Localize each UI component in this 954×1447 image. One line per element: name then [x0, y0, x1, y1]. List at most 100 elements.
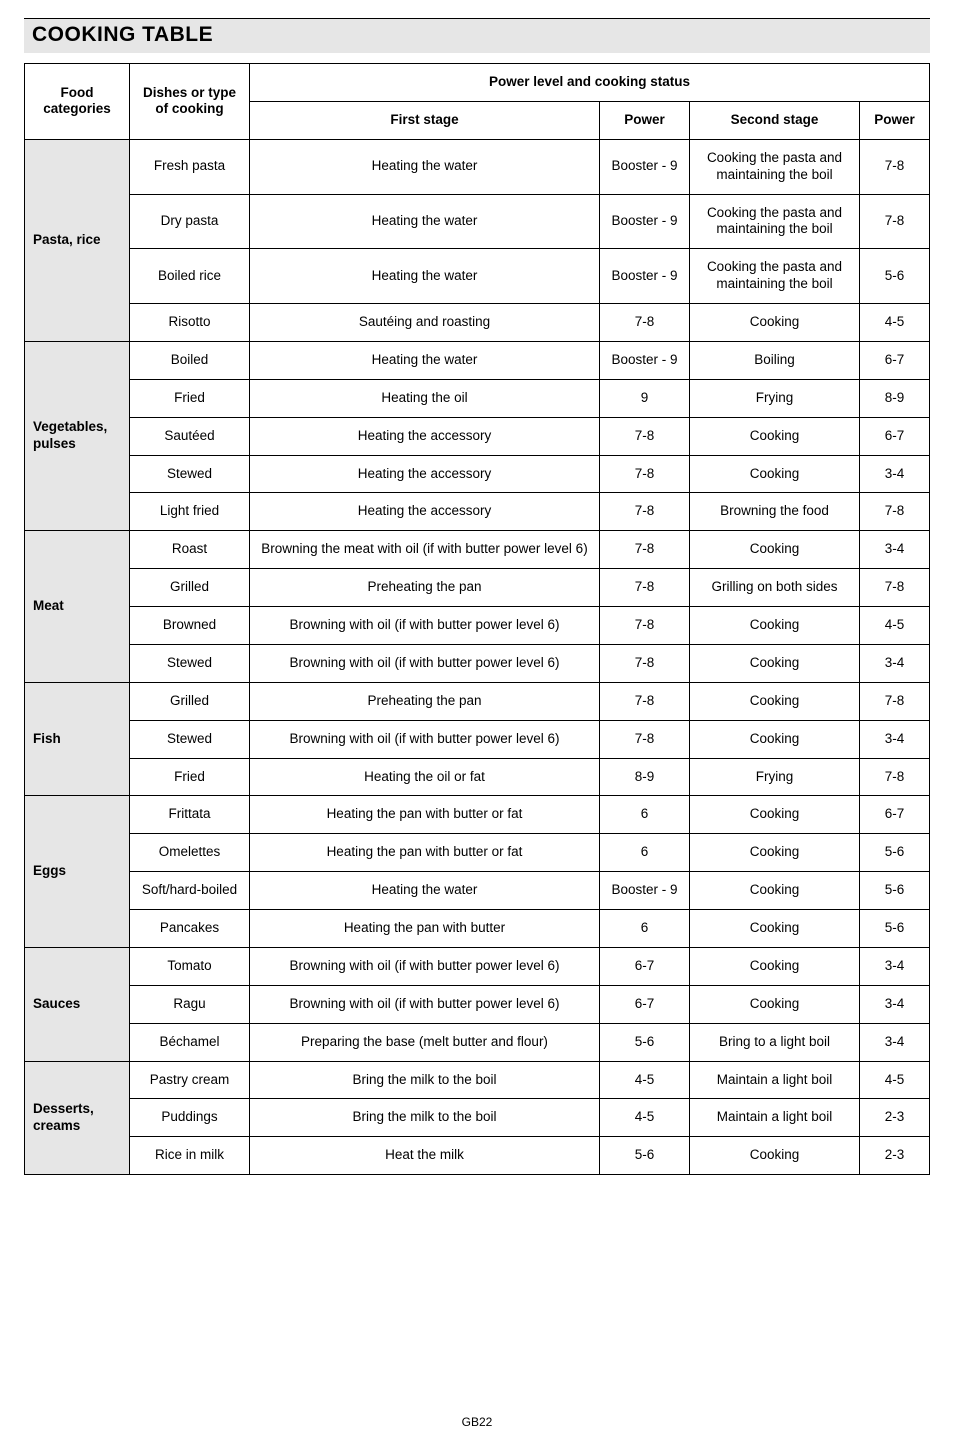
- second-stage-cell: Boiling: [690, 341, 860, 379]
- power1-cell: 4-5: [600, 1061, 690, 1099]
- first-stage-cell: Browning the meat with oil (if with butt…: [250, 531, 600, 569]
- power2-cell: 5-6: [860, 872, 930, 910]
- first-stage-cell: Heating the oil or fat: [250, 758, 600, 796]
- dish-cell: Roast: [130, 531, 250, 569]
- page-title: COOKING TABLE: [32, 23, 922, 47]
- dish-cell: Stewed: [130, 455, 250, 493]
- category-cell: Desserts, creams: [25, 1061, 130, 1175]
- second-stage-cell: Browning the food: [690, 493, 860, 531]
- second-stage-cell: Bring to a light boil: [690, 1023, 860, 1061]
- power2-cell: 7-8: [860, 569, 930, 607]
- table-row: OmelettesHeating the pan with butter or …: [25, 834, 930, 872]
- table-row: FriedHeating the oil9Frying8-9: [25, 379, 930, 417]
- power1-cell: 6-7: [600, 985, 690, 1023]
- first-stage-cell: Browning with oil (if with butter power …: [250, 985, 600, 1023]
- power2-cell: 2-3: [860, 1099, 930, 1137]
- first-stage-cell: Browning with oil (if with butter power …: [250, 644, 600, 682]
- power1-cell: 7-8: [600, 531, 690, 569]
- second-stage-cell: Cooking the pasta and maintaining the bo…: [690, 249, 860, 304]
- dish-cell: Frittata: [130, 796, 250, 834]
- category-cell: Fish: [25, 682, 130, 796]
- power2-cell: 7-8: [860, 139, 930, 194]
- dish-cell: Grilled: [130, 682, 250, 720]
- dish-cell: Boiled: [130, 341, 250, 379]
- power1-cell: 7-8: [600, 493, 690, 531]
- power1-cell: 7-8: [600, 720, 690, 758]
- power2-cell: 7-8: [860, 682, 930, 720]
- dish-cell: Stewed: [130, 644, 250, 682]
- second-stage-cell: Cooking: [690, 1137, 860, 1175]
- dish-cell: Rice in milk: [130, 1137, 250, 1175]
- power1-cell: 6: [600, 910, 690, 948]
- second-stage-cell: Cooking: [690, 910, 860, 948]
- first-stage-cell: Heating the water: [250, 139, 600, 194]
- second-stage-cell: Cooking: [690, 644, 860, 682]
- table-row: PancakesHeating the pan with butter6Cook…: [25, 910, 930, 948]
- first-stage-cell: Preheating the pan: [250, 569, 600, 607]
- table-row: FishGrilledPreheating the pan7-8Cooking7…: [25, 682, 930, 720]
- table-body: Pasta, riceFresh pastaHeating the waterB…: [25, 139, 930, 1174]
- first-stage-cell: Heating the water: [250, 194, 600, 249]
- first-stage-cell: Heating the accessory: [250, 493, 600, 531]
- power1-cell: 6-7: [600, 947, 690, 985]
- first-stage-cell: Heating the accessory: [250, 455, 600, 493]
- second-stage-cell: Cooking: [690, 304, 860, 342]
- first-stage-cell: Browning with oil (if with butter power …: [250, 947, 600, 985]
- table-row: Rice in milkHeat the milk5-6Cooking2-3: [25, 1137, 930, 1175]
- title-bar: COOKING TABLE: [24, 18, 930, 53]
- table-header: Food categories Dishes or type of cookin…: [25, 64, 930, 140]
- table-row: RaguBrowning with oil (if with butter po…: [25, 985, 930, 1023]
- table-row: StewedBrowning with oil (if with butter …: [25, 644, 930, 682]
- dish-cell: Boiled rice: [130, 249, 250, 304]
- dish-cell: Browned: [130, 607, 250, 645]
- power1-cell: 7-8: [600, 417, 690, 455]
- second-stage-cell: Cooking: [690, 796, 860, 834]
- second-stage-cell: Maintain a light boil: [690, 1099, 860, 1137]
- dish-cell: Béchamel: [130, 1023, 250, 1061]
- power1-cell: 9: [600, 379, 690, 417]
- table-row: StewedHeating the accessory7-8Cooking3-4: [25, 455, 930, 493]
- dish-cell: Dry pasta: [130, 194, 250, 249]
- table-row: BéchamelPreparing the base (melt butter …: [25, 1023, 930, 1061]
- power2-cell: 7-8: [860, 493, 930, 531]
- table-row: StewedBrowning with oil (if with butter …: [25, 720, 930, 758]
- second-stage-cell: Cooking: [690, 607, 860, 645]
- power1-cell: Booster - 9: [600, 341, 690, 379]
- first-stage-cell: Heating the water: [250, 872, 600, 910]
- second-stage-cell: Frying: [690, 379, 860, 417]
- first-stage-cell: Bring the milk to the boil: [250, 1061, 600, 1099]
- second-stage-cell: Cooking: [690, 872, 860, 910]
- dish-cell: Tomato: [130, 947, 250, 985]
- dish-cell: Ragu: [130, 985, 250, 1023]
- second-stage-cell: Cooking: [690, 455, 860, 493]
- dish-cell: Stewed: [130, 720, 250, 758]
- second-stage-cell: Cooking: [690, 834, 860, 872]
- table-row: Dry pastaHeating the waterBooster - 9Coo…: [25, 194, 930, 249]
- table-row: SaucesTomatoBrowning with oil (if with b…: [25, 947, 930, 985]
- dish-cell: Pastry cream: [130, 1061, 250, 1099]
- category-cell: Pasta, rice: [25, 139, 130, 341]
- second-stage-cell: Cooking: [690, 947, 860, 985]
- dish-cell: Omelettes: [130, 834, 250, 872]
- power2-cell: 3-4: [860, 985, 930, 1023]
- power2-cell: 7-8: [860, 194, 930, 249]
- first-stage-cell: Browning with oil (if with butter power …: [250, 720, 600, 758]
- page-number: GB22: [24, 1415, 930, 1429]
- power1-cell: 7-8: [600, 607, 690, 645]
- category-cell: Meat: [25, 531, 130, 683]
- power1-cell: 7-8: [600, 455, 690, 493]
- first-stage-cell: Sautéing and roasting: [250, 304, 600, 342]
- power1-cell: Booster - 9: [600, 194, 690, 249]
- category-cell: Eggs: [25, 796, 130, 948]
- second-stage-cell: Cooking the pasta and maintaining the bo…: [690, 194, 860, 249]
- table-row: PuddingsBring the milk to the boil4-5Mai…: [25, 1099, 930, 1137]
- dish-cell: Grilled: [130, 569, 250, 607]
- header-power-2: Power: [860, 101, 930, 139]
- table-row: Pasta, riceFresh pastaHeating the waterB…: [25, 139, 930, 194]
- power2-cell: 3-4: [860, 720, 930, 758]
- power1-cell: Booster - 9: [600, 872, 690, 910]
- header-power-level-status: Power level and cooking status: [250, 64, 930, 102]
- first-stage-cell: Heating the oil: [250, 379, 600, 417]
- first-stage-cell: Heat the milk: [250, 1137, 600, 1175]
- power2-cell: 6-7: [860, 417, 930, 455]
